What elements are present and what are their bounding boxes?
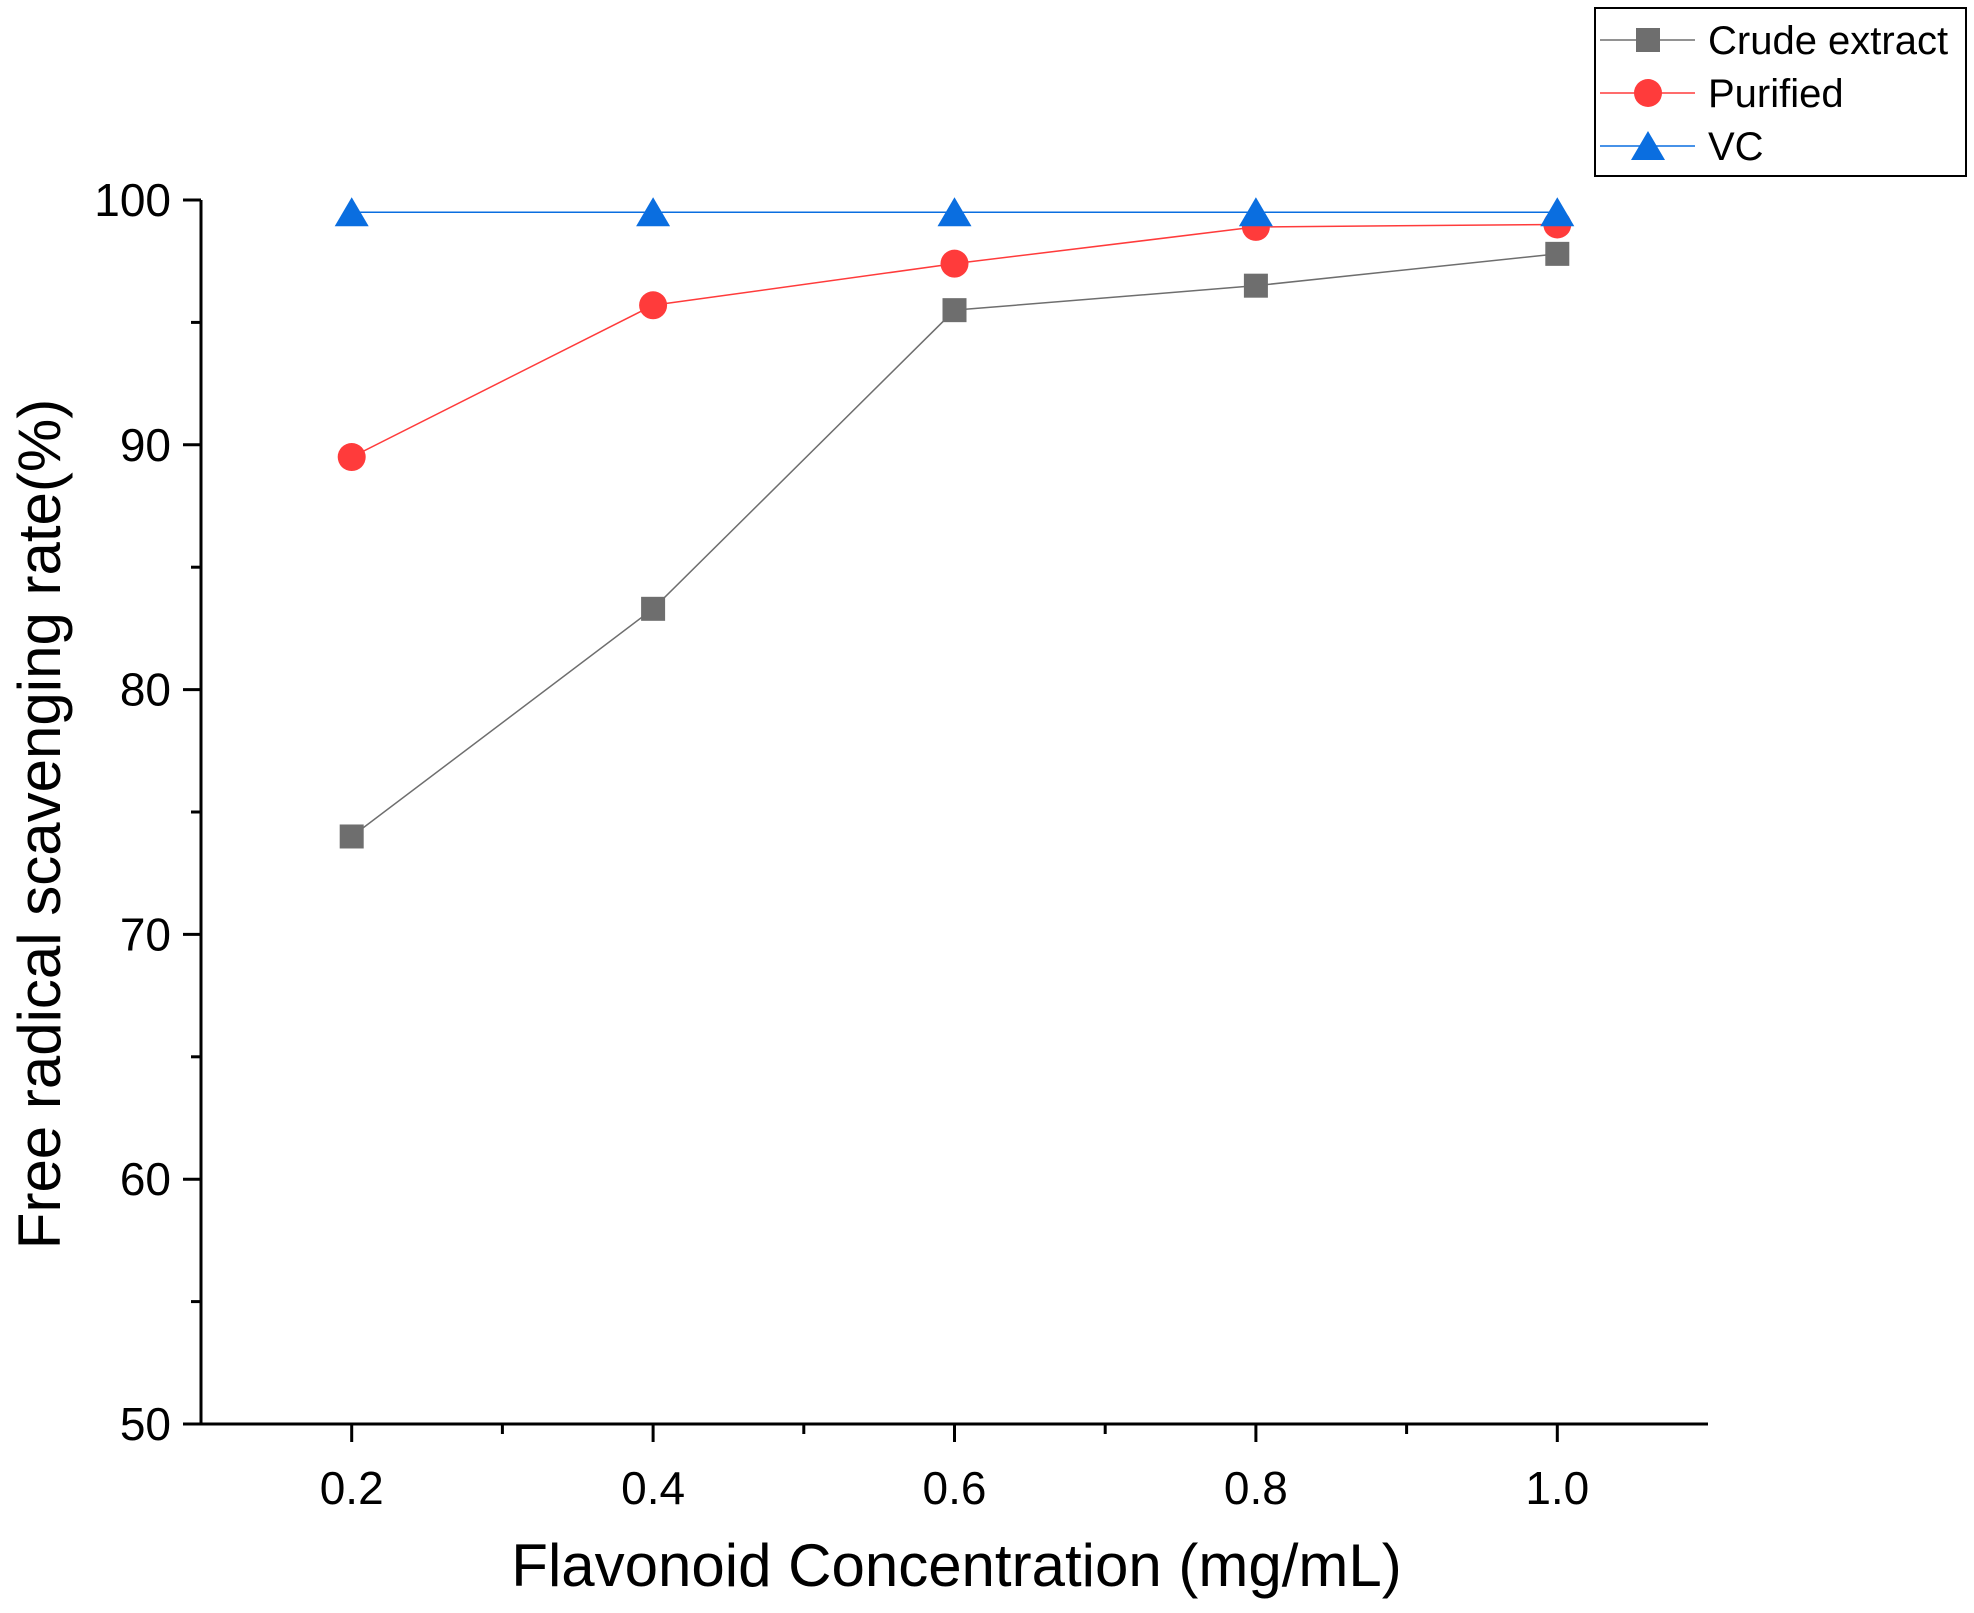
data-point	[641, 596, 666, 621]
data-point	[1540, 197, 1575, 227]
legend-marker	[1634, 79, 1662, 107]
x-tick-label: 1.0	[1525, 1462, 1589, 1514]
data-point	[636, 197, 671, 227]
data-point	[1545, 241, 1570, 266]
legend-label: VC	[1708, 125, 1764, 169]
series-crude-extract	[339, 241, 1570, 849]
data-point	[339, 824, 364, 849]
y-axis-title: Free radical scavenging rate(%)	[6, 399, 73, 1249]
data-point	[937, 197, 972, 227]
axes	[183, 198, 1708, 1442]
data-point	[1243, 273, 1268, 298]
y-tick-label: 90	[120, 419, 171, 471]
legend-item: Crude extract	[1600, 19, 1948, 63]
legend-item: VC	[1600, 125, 1764, 169]
data-point	[337, 443, 366, 472]
y-tick-label: 100	[94, 174, 171, 226]
axis-labels: 0.2 0.4 0.6 0.8 1.0 50 60 70 80 90 100 Flavonoid Co…	[6, 174, 1589, 1599]
legend-item: Purified	[1600, 72, 1844, 116]
series-line	[351, 253, 1558, 838]
data-point	[942, 298, 967, 323]
x-tick-label: 0.8	[1224, 1462, 1288, 1514]
series-vc	[334, 197, 1575, 227]
x-tick-label: 0.6	[923, 1462, 987, 1514]
y-tick-label: 60	[120, 1153, 171, 1205]
data-point	[940, 249, 969, 278]
legend-label: Purified	[1708, 72, 1844, 116]
x-tick-label: 0.2	[320, 1462, 384, 1514]
legend-marker	[1631, 131, 1665, 160]
x-tick-label: 0.4	[621, 1462, 685, 1514]
legend-marker	[1636, 28, 1660, 52]
data-point	[334, 197, 369, 227]
y-tick-label: 50	[120, 1398, 171, 1450]
data-point	[1238, 197, 1273, 227]
legend: Crude extract Purified VC	[1594, 7, 1967, 177]
series-layer	[334, 197, 1575, 849]
y-tick-label: 70	[120, 908, 171, 960]
series-purified	[337, 210, 1572, 472]
x-axis-title: Flavonoid Concentration (mg/mL)	[511, 1532, 1401, 1599]
legend-label: Crude extract	[1708, 19, 1948, 63]
y-tick-label: 80	[120, 664, 171, 716]
data-point	[639, 291, 668, 320]
